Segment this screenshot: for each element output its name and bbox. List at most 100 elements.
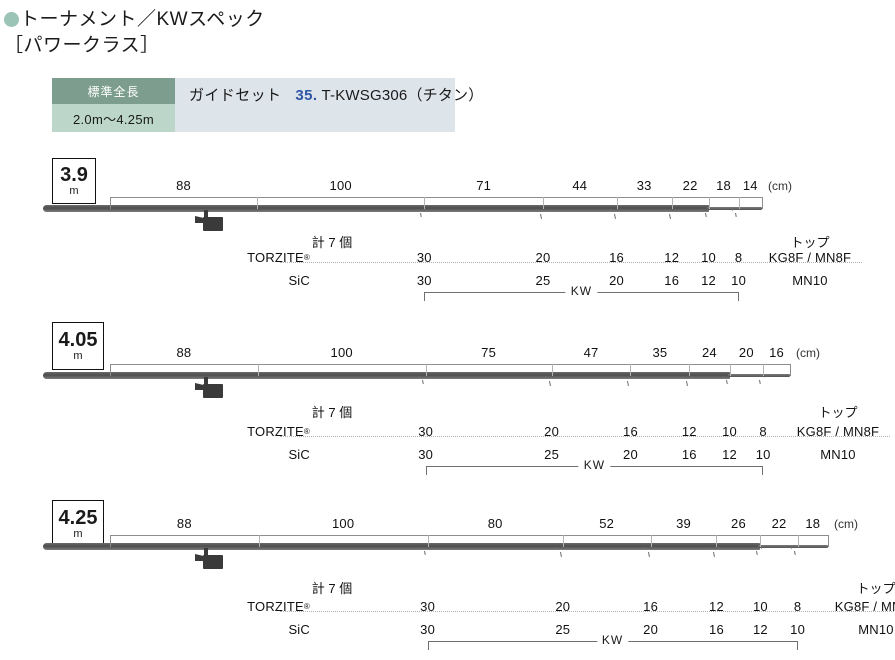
dimension-unit: (cm) [768, 179, 792, 193]
torzite-value: 16 [623, 424, 638, 439]
dimension-tick [630, 364, 632, 376]
torzite-label: TORZITE® [247, 599, 310, 614]
torzite-value: 16 [609, 250, 624, 265]
reel-seat-stem [204, 210, 208, 219]
sic-value: 16 [709, 622, 724, 637]
torzite-value: 8 [734, 250, 743, 265]
sic-value: 12 [722, 447, 737, 462]
dimension-tick [257, 364, 259, 376]
torzite-value: 12 [664, 250, 680, 265]
guide-leg [421, 379, 424, 385]
rod-guide [790, 547, 800, 556]
sic-value: 25 [544, 447, 560, 462]
dimension-value: 88 [176, 345, 192, 360]
dimension-tick [110, 197, 111, 209]
sic-label: SiC [288, 273, 310, 288]
torzite-label: TORZITE® [247, 250, 310, 265]
dimension-value: 100 [330, 345, 353, 360]
dimension-tick [427, 535, 429, 547]
dimension-value: 100 [331, 516, 355, 531]
dimension-value: 80 [487, 516, 503, 531]
kw-label: KW [578, 458, 611, 472]
guide-leg [548, 380, 551, 387]
kw-bracket: KW [424, 284, 739, 306]
kw-cap-left [424, 292, 426, 301]
guide-leg [704, 212, 707, 218]
rod-guide [731, 209, 741, 218]
guide-ring [623, 376, 635, 383]
dimension-tick [650, 535, 652, 547]
rod-guide [555, 547, 567, 558]
sic-label: SiC [288, 447, 310, 462]
torzite-value: 30 [416, 250, 432, 265]
sic-value: 10 [790, 622, 806, 637]
dimension-tick [828, 535, 829, 547]
rod-tip [706, 207, 762, 210]
torzite-value: 20 [535, 250, 551, 265]
dimension-tick [762, 197, 763, 209]
guide-leg [793, 550, 796, 556]
top-guide-label: トップ [856, 581, 895, 596]
guide-set-block: ガイドセット 35. T-KWSG306（チタン） [175, 78, 483, 132]
reel-seat-foot [195, 383, 206, 390]
standard-length-block: 標準全長 2.0m〜4.25m [52, 78, 175, 132]
guide-set-number: 35. [295, 87, 318, 104]
sic-value: 16 [681, 447, 697, 462]
dimension-tick [689, 364, 691, 376]
guide-count-label: 計 7 個 [311, 581, 353, 596]
rod-guide [544, 376, 556, 387]
dimension-line [110, 197, 762, 198]
rod-tip [758, 545, 828, 548]
torzite-value: 20 [555, 599, 571, 614]
sic-value: 16 [664, 273, 680, 288]
sic-top-size: MN10 [820, 447, 856, 462]
dimension-tick [729, 364, 731, 376]
standard-length-value: 2.0m〜4.25m [52, 104, 175, 132]
torzite-value: 16 [643, 599, 659, 614]
rod-length-unit: m [69, 185, 79, 197]
dimension-tick [110, 364, 111, 376]
reel-seat-body [203, 384, 223, 398]
dimension-value: 33 [636, 178, 652, 193]
rod-guide [418, 376, 428, 385]
torzite-value: 10 [701, 250, 716, 265]
rod-length-badge: 3.9 m [52, 158, 96, 204]
sic-value: 12 [701, 273, 716, 288]
dimension-value: 22 [771, 516, 787, 531]
rod-guide [609, 209, 621, 220]
dimension-value: 16 [769, 345, 784, 360]
torzite-value: 12 [681, 424, 697, 439]
rod-guide [535, 209, 547, 220]
dimension-value: 71 [476, 178, 492, 193]
dimension-value: 22 [682, 178, 698, 193]
torzite-value: 10 [722, 424, 737, 439]
guide-ring [682, 376, 694, 383]
sic-value: 30 [418, 447, 434, 462]
reel-seat-foot [195, 216, 206, 223]
dimension-tick [542, 197, 544, 209]
dimension-tick [790, 364, 791, 376]
dimension-tick [738, 197, 740, 209]
rod-guide [756, 376, 766, 385]
guide-set-code: T-KWSG306（チタン） [321, 87, 484, 104]
dimension-value: 44 [572, 178, 588, 193]
dimension-tick [671, 197, 673, 209]
rod-guide [420, 547, 430, 556]
torzite-value: 8 [793, 599, 802, 614]
page-subtitle: ［パワークラス］ [4, 35, 160, 56]
torzite-registered-icon: ® [303, 602, 310, 611]
sic-value: 25 [555, 622, 571, 637]
torzite-value: 12 [709, 599, 724, 614]
guide-ring [756, 376, 766, 382]
reel-seat-body [203, 555, 223, 569]
rod-length-unit: m [73, 350, 83, 362]
torzite-registered-icon: ® [303, 253, 310, 262]
sic-value: 10 [755, 447, 771, 462]
kw-bracket: KW [425, 458, 764, 480]
dimension-value: 39 [676, 516, 691, 531]
kw-cap-right [737, 292, 739, 301]
reel-seat [195, 377, 223, 399]
dimension-tick [716, 535, 718, 547]
torzite-top-size: KG8F / MN8F [834, 599, 895, 614]
